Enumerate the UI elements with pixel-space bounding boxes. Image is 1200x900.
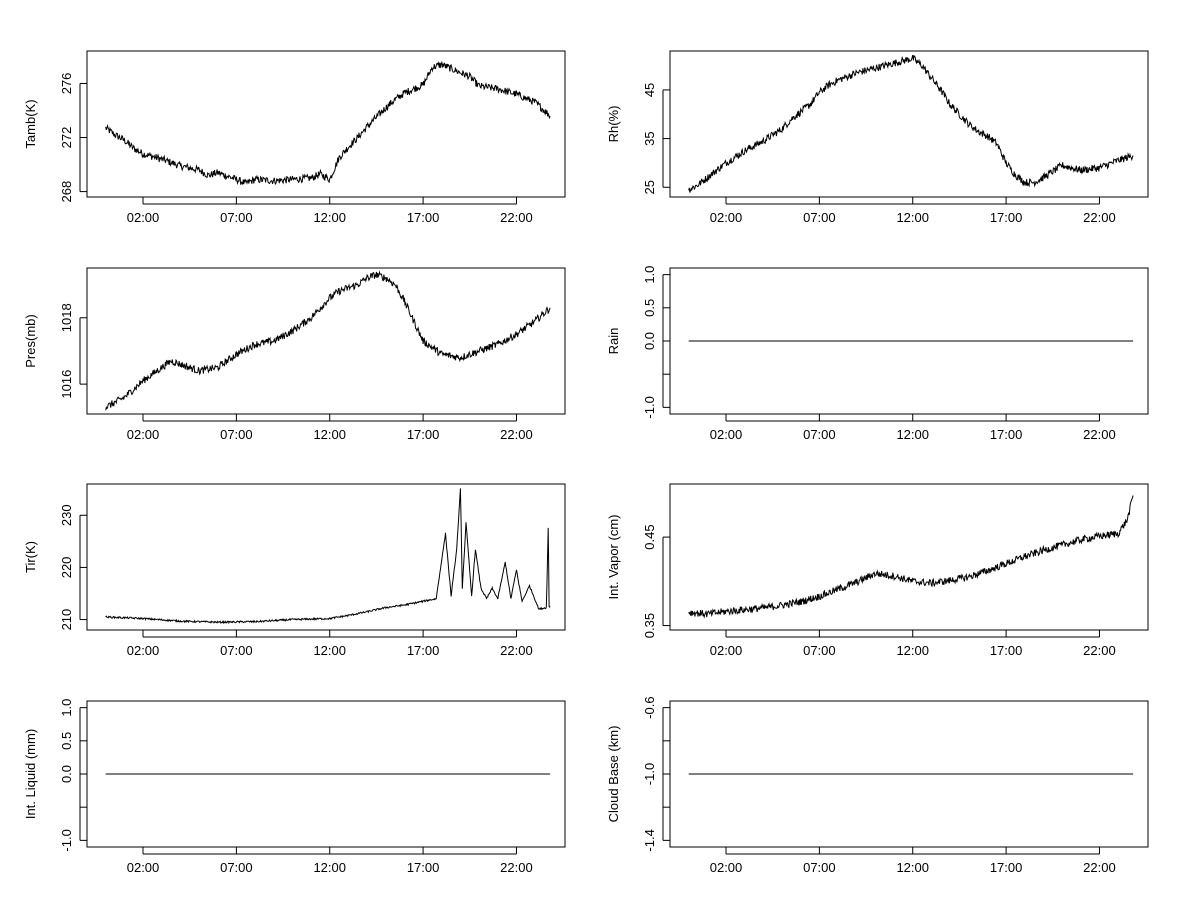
x-tick-label: 07:00 [220,860,253,875]
series-line [105,270,551,411]
y-tick-label: -1.4 [642,829,657,851]
y-tick-label: 1016 [59,370,74,399]
y-tick-label: 0.0 [59,765,74,783]
y-tick-label: 0.0 [642,332,657,350]
y-tick-label: 35 [642,131,657,145]
panel-2: 02:00 07:00 12:00 17:00 22:00 25 35 45 Rh(%) [606,50,1149,225]
x-tick-label: 22:00 [1083,427,1116,442]
y-tick-label: 0.35 [642,613,657,638]
y-tick-label: -1.0 [642,763,657,785]
x-tick-label: 02:00 [127,210,160,225]
panel-5: 02:00 07:00 12:00 17:00 22:00 210 220 230 Tir(K) [23,483,566,658]
x-tick-label: 17:00 [407,427,440,442]
x-tick-label: 12:00 [313,643,346,658]
y-axis-title: Tir(K) [23,541,38,573]
y-tick-label: 276 [59,73,74,95]
panel-3: 02:00 07:00 12:00 17:00 22:00 1016 1018 Pres(mb… [23,267,566,442]
plot-frame [86,483,566,631]
y-tick-label: 1018 [59,303,74,332]
plot-frame [669,50,1149,198]
x-tick-label: 22:00 [500,427,533,442]
x-tick-label: 07:00 [220,643,253,658]
x-tick-label: 02:00 [710,860,743,875]
x-tick-label: 07:00 [220,210,253,225]
y-tick-label: 25 [642,180,657,194]
y-tick-label: 1.0 [642,266,657,284]
x-tick-label: 02:00 [710,643,743,658]
x-tick-label: 22:00 [500,210,533,225]
y-tick-label: 0.5 [642,299,657,317]
y-tick-label: -1.0 [59,829,74,851]
x-tick-label: 07:00 [803,860,836,875]
x-tick-label: 02:00 [127,643,160,658]
y-tick-label: 0.45 [642,524,657,549]
x-tick-label: 07:00 [803,210,836,225]
x-tick-label: 17:00 [990,860,1023,875]
y-axis-title: Rain [606,328,621,355]
series-line [688,54,1134,193]
y-tick-label: 210 [59,609,74,631]
x-tick-label: 02:00 [127,860,160,875]
series-line [105,60,551,186]
y-tick-label: 1.0 [59,699,74,717]
plot-frame [86,267,566,415]
x-tick-label: 02:00 [710,427,743,442]
x-tick-label: 12:00 [313,427,346,442]
x-tick-label: 17:00 [407,643,440,658]
x-tick-label: 22:00 [1083,210,1116,225]
y-axis-title: Rh(%) [606,106,621,143]
y-tick-label: 272 [59,127,74,149]
y-tick-label: -0.6 [642,696,657,718]
plot-frame [86,50,566,198]
x-tick-label: 22:00 [500,860,533,875]
plot-frame [669,483,1149,631]
x-tick-label: 22:00 [1083,860,1116,875]
x-tick-label: 12:00 [896,643,929,658]
x-tick-label: 22:00 [1083,643,1116,658]
panel-8: 02:00 07:00 12:00 17:00 22:00 -1.4 -1.0 -0.6 Clo… [606,696,1149,875]
panel-6: 02:00 07:00 12:00 17:00 22:00 0.35 0.45 Int. Va… [606,483,1149,658]
y-tick-label: 0.5 [59,732,74,750]
y-tick-label: 230 [59,504,74,526]
x-tick-label: 07:00 [803,643,836,658]
panel-4: 02:00 07:00 12:00 17:00 22:00 -1.0 0.0 0.5 1.0 Ra… [606,266,1149,442]
y-tick-label: 220 [59,557,74,579]
y-tick-label: 268 [59,181,74,203]
y-axis-title: Int. Liquid (mm) [23,729,38,819]
panel-7: 02:00 07:00 12:00 17:00 22:00 -1.0 0.0 0.5 1.0 In… [23,699,566,875]
y-tick-label: -1.0 [642,396,657,418]
y-axis-title: Tamb(K) [23,99,38,148]
x-tick-label: 12:00 [896,210,929,225]
y-tick-label: 45 [642,83,657,97]
series-line [105,488,551,625]
x-tick-label: 22:00 [500,643,533,658]
x-tick-label: 17:00 [407,860,440,875]
x-tick-label: 17:00 [407,210,440,225]
x-tick-label: 12:00 [896,427,929,442]
x-tick-label: 17:00 [990,643,1023,658]
x-tick-label: 12:00 [313,210,346,225]
x-tick-label: 17:00 [990,210,1023,225]
y-axis-title: Cloud Base (km) [606,726,621,823]
series-line [688,495,1134,619]
x-tick-label: 07:00 [220,427,253,442]
y-axis-title: Int. Vapor (cm) [606,514,621,599]
x-tick-label: 02:00 [710,210,743,225]
x-tick-label: 02:00 [127,427,160,442]
x-tick-label: 12:00 [313,860,346,875]
x-tick-label: 17:00 [990,427,1023,442]
x-tick-label: 12:00 [896,860,929,875]
panel-1: 02:00 07:00 12:00 17:00 22:00 268 272 276 Tamb(K… [23,50,566,225]
x-tick-label: 07:00 [803,427,836,442]
y-axis-title: Pres(mb) [23,314,38,367]
